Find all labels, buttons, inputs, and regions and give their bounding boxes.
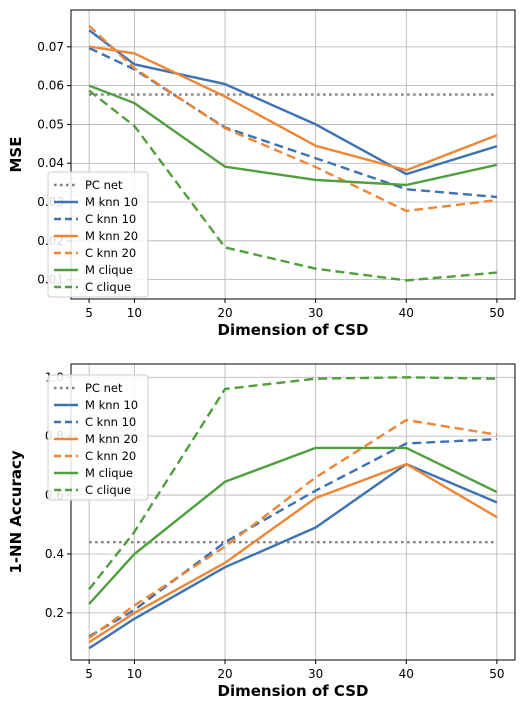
x-axis-title: Dimension of CSD [218, 321, 369, 339]
y-tick-label: 0.4 [45, 547, 64, 561]
x-tick-label: 50 [489, 667, 504, 681]
plot-frame [70, 363, 516, 661]
series-line-m-knn-20 [88, 45, 498, 172]
y-axis-title: 1-NN Accuracy [7, 450, 25, 573]
x-tick-label: 10 [127, 306, 142, 320]
series-line-m-clique [88, 84, 498, 187]
series-group [88, 376, 498, 650]
legend-box [47, 374, 149, 501]
legend: PC net M knn 10 C knn 10 M knn 20 C knn 20 M … [47, 171, 149, 298]
x-axis-title: Dimension of CSD [218, 682, 369, 700]
x-tick-label: 50 [489, 306, 504, 320]
y-tick-label: 0.06 [37, 79, 64, 93]
series-line-c-clique [88, 89, 498, 282]
legend-label: C knn 10 [85, 212, 136, 226]
y-tick-label: 0.05 [37, 117, 64, 131]
legend: PC net M knn 10 C knn 10 M knn 20 C knn 20 M … [47, 374, 149, 501]
x-tick-label: 20 [217, 667, 232, 681]
x-tick-label: 20 [217, 306, 232, 320]
series-line-m-knn-10 [88, 29, 498, 176]
series-line-m-clique [88, 446, 498, 605]
y-axis-title: MSE [7, 137, 25, 173]
x-tick-label: 30 [308, 306, 323, 320]
y-tick-label: 0.2 [45, 606, 64, 620]
legend-label: PC net [85, 381, 123, 395]
legend-label: C clique [85, 483, 131, 497]
series-line-c-knn-10 [88, 437, 497, 638]
legend-label: M knn 10 [85, 398, 138, 412]
legend-box [47, 171, 149, 298]
series-line-c-clique [88, 376, 497, 591]
x-tick-label: 40 [399, 306, 414, 320]
x-tick-label: 5 [85, 306, 93, 320]
series-line-c-knn-20 [88, 418, 498, 639]
legend-label: PC net [85, 178, 123, 192]
legend-label: C knn 20 [85, 246, 136, 260]
series-line-c-knn-10 [88, 46, 498, 199]
x-tick-label: 40 [399, 667, 414, 681]
x-tick-label: 5 [85, 667, 93, 681]
chart-1: 510203040500.010.020.030.040.050.060.07D… [7, 9, 516, 339]
legend-label: M clique [85, 466, 133, 480]
series-line-c-knn-20 [88, 25, 498, 213]
legend-label: M knn 20 [85, 432, 138, 446]
y-tick-label: 0.07 [37, 40, 64, 54]
legend-label: M knn 10 [85, 195, 138, 209]
series-line-m-knn-10 [88, 462, 498, 650]
legend-label: M knn 20 [85, 229, 138, 243]
plot-frame [70, 9, 516, 300]
x-tick-label: 10 [127, 667, 142, 681]
series-line-m-knn-20 [88, 462, 498, 644]
x-tick-label: 30 [308, 667, 323, 681]
y-tick-label: 0.04 [37, 156, 64, 170]
series-group [88, 25, 498, 282]
legend-label: C knn 10 [85, 415, 136, 429]
legend-label: C clique [85, 280, 131, 294]
legend-label: C knn 20 [85, 449, 136, 463]
legend-label: M clique [85, 263, 133, 277]
